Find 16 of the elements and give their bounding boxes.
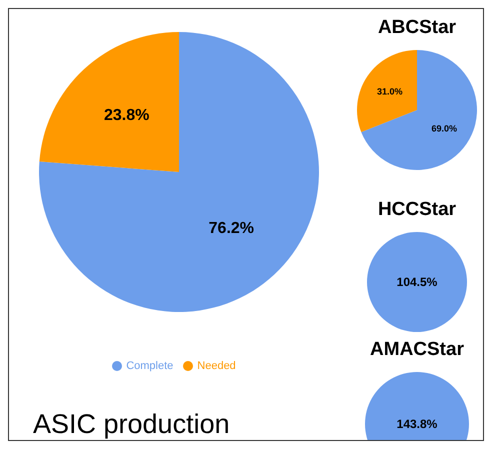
chart-title: ABCStar <box>376 17 458 39</box>
data-label: 31.0% <box>376 86 402 96</box>
chart-title: HCCStar <box>376 199 458 221</box>
data-label: 76.2% <box>208 220 254 237</box>
data-label: 23.8% <box>104 107 150 124</box>
pie-slice <box>357 50 417 132</box>
data-label: 104.5% <box>396 275 438 289</box>
pie-slice <box>39 32 179 172</box>
legend-label: Complete <box>126 360 174 372</box>
pie-slice <box>39 32 319 312</box>
data-label: 69.0% <box>432 124 458 134</box>
text: ASIC production <box>33 409 230 440</box>
chart-title: AMACStar <box>369 339 465 361</box>
pie-slice <box>361 50 477 170</box>
data-label: 143.8% <box>396 417 438 431</box>
legend-label: Needed <box>197 360 236 372</box>
